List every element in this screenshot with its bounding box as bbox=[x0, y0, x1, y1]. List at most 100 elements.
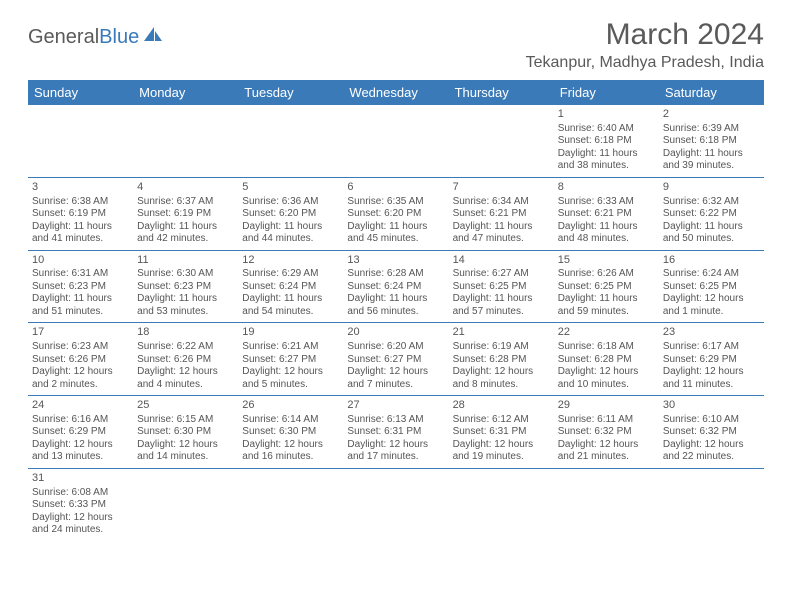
sunset-line: Sunset: 6:23 PM bbox=[137, 281, 234, 294]
sunrise-line: Sunrise: 6:22 AM bbox=[137, 341, 234, 354]
day-number: 12 bbox=[242, 254, 339, 268]
empty-cell bbox=[238, 468, 343, 540]
empty-cell bbox=[449, 105, 554, 177]
sunset-line: Sunset: 6:21 PM bbox=[453, 208, 550, 221]
sunset-line: Sunset: 6:27 PM bbox=[347, 354, 444, 367]
sail-icon bbox=[142, 25, 164, 49]
sunset-line: Sunset: 6:22 PM bbox=[663, 208, 760, 221]
day-number: 27 bbox=[347, 399, 444, 413]
sunset-line: Sunset: 6:33 PM bbox=[32, 499, 129, 512]
sunrise-line: Sunrise: 6:12 AM bbox=[453, 414, 550, 427]
day-number: 24 bbox=[32, 399, 129, 413]
daylight-line: Daylight: 12 hours and 4 minutes. bbox=[137, 366, 234, 391]
daylight-line: Daylight: 11 hours and 44 minutes. bbox=[242, 221, 339, 246]
day-number: 20 bbox=[347, 326, 444, 340]
day-cell: 9Sunrise: 6:32 AMSunset: 6:22 PMDaylight… bbox=[659, 177, 764, 250]
daylight-line: Daylight: 11 hours and 38 minutes. bbox=[558, 148, 655, 173]
day-cell: 28Sunrise: 6:12 AMSunset: 6:31 PMDayligh… bbox=[449, 396, 554, 469]
sunrise-line: Sunrise: 6:10 AM bbox=[663, 414, 760, 427]
day-number: 14 bbox=[453, 254, 550, 268]
sunset-line: Sunset: 6:29 PM bbox=[32, 426, 129, 439]
sunset-line: Sunset: 6:28 PM bbox=[453, 354, 550, 367]
sunset-line: Sunset: 6:18 PM bbox=[558, 135, 655, 148]
empty-cell bbox=[133, 468, 238, 540]
calendar-body: 1Sunrise: 6:40 AMSunset: 6:18 PMDaylight… bbox=[28, 105, 764, 541]
day-number: 17 bbox=[32, 326, 129, 340]
sunset-line: Sunset: 6:24 PM bbox=[347, 281, 444, 294]
day-number: 5 bbox=[242, 181, 339, 195]
brand-text-b: Blue bbox=[99, 26, 139, 49]
day-number: 31 bbox=[32, 472, 129, 486]
day-cell: 13Sunrise: 6:28 AMSunset: 6:24 PMDayligh… bbox=[343, 250, 448, 323]
day-cell: 31Sunrise: 6:08 AMSunset: 6:33 PMDayligh… bbox=[28, 468, 133, 540]
day-number: 22 bbox=[558, 326, 655, 340]
day-header: Saturday bbox=[659, 80, 764, 105]
day-header: Friday bbox=[554, 80, 659, 105]
daylight-line: Daylight: 12 hours and 7 minutes. bbox=[347, 366, 444, 391]
daylight-line: Daylight: 11 hours and 57 minutes. bbox=[453, 293, 550, 318]
day-cell: 2Sunrise: 6:39 AMSunset: 6:18 PMDaylight… bbox=[659, 105, 764, 177]
day-number: 23 bbox=[663, 326, 760, 340]
day-cell: 30Sunrise: 6:10 AMSunset: 6:32 PMDayligh… bbox=[659, 396, 764, 469]
sunrise-line: Sunrise: 6:40 AM bbox=[558, 123, 655, 136]
sunset-line: Sunset: 6:25 PM bbox=[663, 281, 760, 294]
sunrise-line: Sunrise: 6:38 AM bbox=[32, 196, 129, 209]
day-number: 1 bbox=[558, 108, 655, 122]
day-cell: 12Sunrise: 6:29 AMSunset: 6:24 PMDayligh… bbox=[238, 250, 343, 323]
daylight-line: Daylight: 12 hours and 22 minutes. bbox=[663, 439, 760, 464]
sunset-line: Sunset: 6:25 PM bbox=[558, 281, 655, 294]
sunset-line: Sunset: 6:30 PM bbox=[137, 426, 234, 439]
sunrise-line: Sunrise: 6:19 AM bbox=[453, 341, 550, 354]
empty-cell bbox=[343, 468, 448, 540]
sunset-line: Sunset: 6:20 PM bbox=[242, 208, 339, 221]
sunrise-line: Sunrise: 6:20 AM bbox=[347, 341, 444, 354]
daylight-line: Daylight: 11 hours and 51 minutes. bbox=[32, 293, 129, 318]
day-header-row: SundayMondayTuesdayWednesdayThursdayFrid… bbox=[28, 80, 764, 105]
sunrise-line: Sunrise: 6:14 AM bbox=[242, 414, 339, 427]
day-header: Monday bbox=[133, 80, 238, 105]
sunrise-line: Sunrise: 6:34 AM bbox=[453, 196, 550, 209]
day-cell: 16Sunrise: 6:24 AMSunset: 6:25 PMDayligh… bbox=[659, 250, 764, 323]
sunset-line: Sunset: 6:26 PM bbox=[137, 354, 234, 367]
sunrise-line: Sunrise: 6:33 AM bbox=[558, 196, 655, 209]
daylight-line: Daylight: 12 hours and 24 minutes. bbox=[32, 512, 129, 537]
daylight-line: Daylight: 11 hours and 42 minutes. bbox=[137, 221, 234, 246]
day-cell: 24Sunrise: 6:16 AMSunset: 6:29 PMDayligh… bbox=[28, 396, 133, 469]
brand-logo: GeneralBlue bbox=[28, 26, 164, 49]
sunrise-line: Sunrise: 6:39 AM bbox=[663, 123, 760, 136]
sunset-line: Sunset: 6:21 PM bbox=[558, 208, 655, 221]
day-number: 7 bbox=[453, 181, 550, 195]
sunset-line: Sunset: 6:32 PM bbox=[558, 426, 655, 439]
daylight-line: Daylight: 11 hours and 41 minutes. bbox=[32, 221, 129, 246]
sunrise-line: Sunrise: 6:13 AM bbox=[347, 414, 444, 427]
day-number: 25 bbox=[137, 399, 234, 413]
sunrise-line: Sunrise: 6:15 AM bbox=[137, 414, 234, 427]
daylight-line: Daylight: 12 hours and 19 minutes. bbox=[453, 439, 550, 464]
day-number: 10 bbox=[32, 254, 129, 268]
sunset-line: Sunset: 6:18 PM bbox=[663, 135, 760, 148]
daylight-line: Daylight: 12 hours and 2 minutes. bbox=[32, 366, 129, 391]
sunrise-line: Sunrise: 6:32 AM bbox=[663, 196, 760, 209]
empty-cell bbox=[28, 105, 133, 177]
daylight-line: Daylight: 12 hours and 21 minutes. bbox=[558, 439, 655, 464]
empty-cell bbox=[238, 105, 343, 177]
sunset-line: Sunset: 6:30 PM bbox=[242, 426, 339, 439]
daylight-line: Daylight: 12 hours and 8 minutes. bbox=[453, 366, 550, 391]
day-number: 8 bbox=[558, 181, 655, 195]
sunrise-line: Sunrise: 6:23 AM bbox=[32, 341, 129, 354]
sunrise-line: Sunrise: 6:24 AM bbox=[663, 268, 760, 281]
calendar-table: SundayMondayTuesdayWednesdayThursdayFrid… bbox=[28, 80, 764, 541]
sunset-line: Sunset: 6:31 PM bbox=[453, 426, 550, 439]
daylight-line: Daylight: 11 hours and 50 minutes. bbox=[663, 221, 760, 246]
calendar-row: 24Sunrise: 6:16 AMSunset: 6:29 PMDayligh… bbox=[28, 396, 764, 469]
sunset-line: Sunset: 6:19 PM bbox=[32, 208, 129, 221]
day-cell: 27Sunrise: 6:13 AMSunset: 6:31 PMDayligh… bbox=[343, 396, 448, 469]
day-number: 21 bbox=[453, 326, 550, 340]
daylight-line: Daylight: 12 hours and 10 minutes. bbox=[558, 366, 655, 391]
calendar-row: 1Sunrise: 6:40 AMSunset: 6:18 PMDaylight… bbox=[28, 105, 764, 177]
daylight-line: Daylight: 12 hours and 17 minutes. bbox=[347, 439, 444, 464]
day-number: 19 bbox=[242, 326, 339, 340]
calendar-row: 10Sunrise: 6:31 AMSunset: 6:23 PMDayligh… bbox=[28, 250, 764, 323]
day-cell: 20Sunrise: 6:20 AMSunset: 6:27 PMDayligh… bbox=[343, 323, 448, 396]
day-cell: 5Sunrise: 6:36 AMSunset: 6:20 PMDaylight… bbox=[238, 177, 343, 250]
